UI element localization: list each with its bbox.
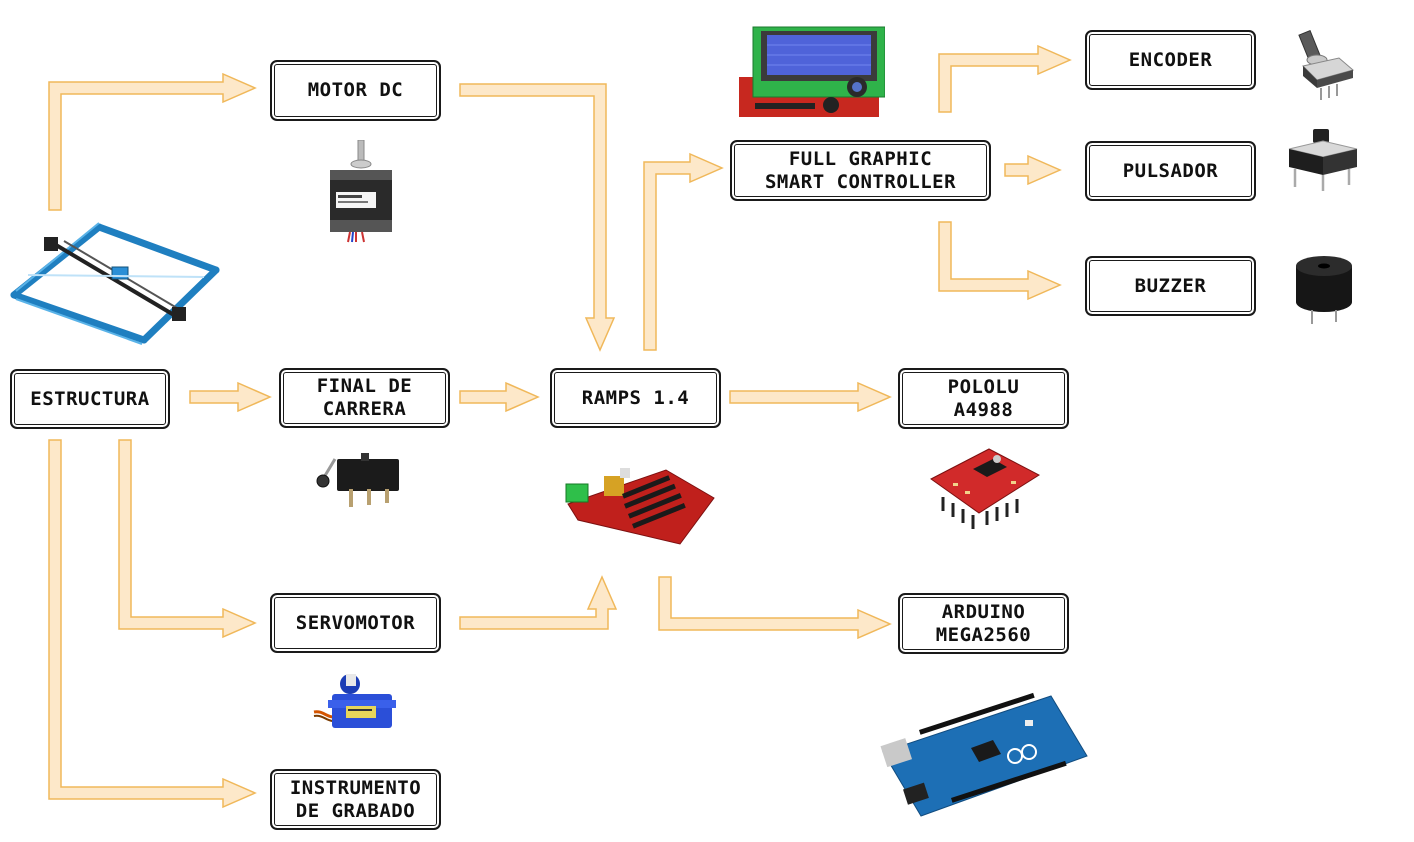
arduino-board-icon	[880, 692, 1088, 817]
arrow-controller-to-pulsador	[1004, 154, 1062, 186]
node-arduino: ARDUINO MEGA2560	[898, 593, 1069, 654]
rotary-encoder-icon	[1298, 30, 1355, 100]
arrow-controller-to-encoder	[938, 44, 1072, 113]
node-pulsador: PULSADOR	[1085, 141, 1256, 201]
arrow-estructura-to-final-carrera	[189, 381, 272, 413]
stepper-driver-icon	[930, 448, 1041, 529]
node-pololu: POLOLU A4988	[898, 368, 1069, 429]
servo-icon	[313, 674, 396, 728]
arrow-ramps-to-full-graphic	[643, 152, 724, 351]
arrow-estructura-to-servomotor	[118, 439, 257, 639]
node-estructura: ESTRUCTURA	[10, 369, 170, 429]
buzzer-icon	[1296, 256, 1352, 324]
lcd-controller-icon	[739, 26, 885, 117]
node-full-graphic: FULL GRAPHIC SMART CONTROLLER	[730, 140, 991, 201]
arrow-servomotor-to-ramps	[459, 575, 618, 630]
arrow-final-carrera-to-ramps	[459, 381, 540, 413]
node-servomotor: SERVOMOTOR	[270, 593, 441, 653]
arrow-motor-dc-to-ramps	[459, 83, 616, 352]
cnc-frame-icon	[10, 222, 220, 345]
arrow-ramps-to-pololu	[729, 381, 892, 413]
node-ramps: RAMPS 1.4	[550, 368, 721, 428]
node-encoder: ENCODER	[1085, 30, 1256, 90]
node-final-carrera: FINAL DE CARRERA	[279, 368, 450, 428]
limit-switch-icon	[316, 453, 399, 507]
arrow-estructura-to-instrumento	[48, 439, 257, 809]
ramps-board-icon	[565, 468, 715, 545]
arrow-estructura-to-motor-dc	[48, 72, 257, 211]
arrow-arduino-to-ramps	[658, 576, 892, 640]
push-button-icon	[1288, 129, 1358, 191]
node-motor-dc: MOTOR DC	[270, 60, 441, 121]
node-instrumento: INSTRUMENTO DE GRABADO	[270, 769, 441, 830]
arrow-controller-to-buzzer	[938, 221, 1062, 301]
stepper-motor-icon	[330, 140, 392, 243]
node-buzzer: BUZZER	[1085, 256, 1256, 316]
